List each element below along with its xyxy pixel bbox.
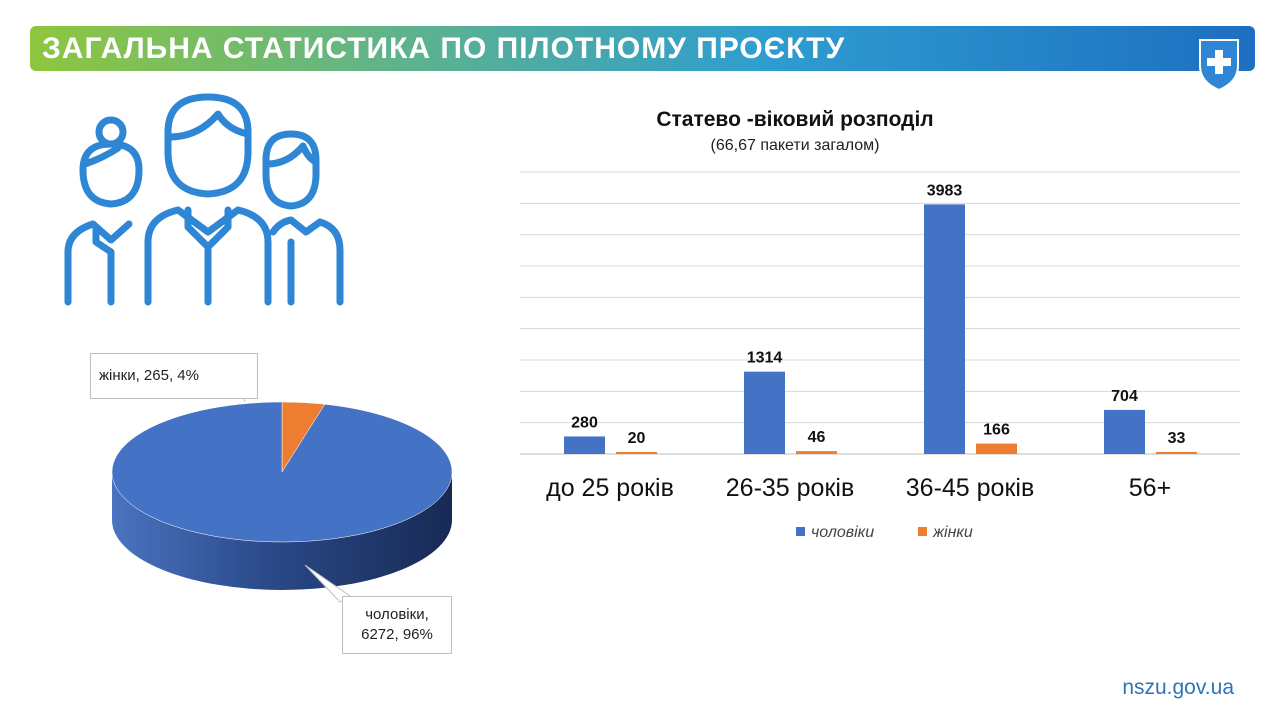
- legend-swatch-women: [918, 527, 927, 536]
- bar-chart-title: Статево -віковий розподіл: [656, 108, 934, 131]
- age-gender-bar-chart: 280 20 до 25 років 1314 46 26-35 років 3983 166…: [520, 171, 1240, 541]
- data-label-men: 3983: [927, 182, 963, 199]
- pie-label-men: чоловіки, 6272, 96%: [342, 596, 452, 654]
- bar-men: [1104, 409, 1145, 454]
- pie-slice-men: [111, 401, 453, 543]
- bar-men: [564, 436, 605, 454]
- data-label-men: 1314: [747, 350, 783, 367]
- data-label-women: 46: [808, 429, 826, 446]
- data-label-women: 166: [983, 422, 1010, 439]
- bar-women: [1156, 451, 1197, 454]
- bar-women: [616, 452, 657, 454]
- data-label-women: 20: [628, 430, 646, 447]
- bar-chart-subtitle: (66,67 пакети загалом): [710, 137, 880, 154]
- data-label-men: 704: [1111, 388, 1138, 405]
- pie-label-men-line1: чоловіки,: [365, 606, 429, 623]
- data-label-men: 280: [571, 414, 598, 431]
- legend-label-women: жінки: [932, 524, 973, 541]
- people-group-icon: [64, 93, 344, 306]
- page-title: ЗАГАЛЬНА СТАТИСТИКА ПО ПІЛОТНОМУ ПРОЄКТУ: [42, 32, 846, 65]
- bar-women: [796, 451, 837, 454]
- medical-cross-shield-icon: [1199, 39, 1239, 92]
- legend-swatch-men: [796, 527, 805, 536]
- pie-label-women: жінки, 265, 4%: [90, 353, 258, 399]
- title-banner: ЗАГАЛЬНА СТАТИСТИКА ПО ПІЛОТНОМУ ПРОЄКТУ: [30, 26, 1255, 71]
- category-label: до 25 років: [546, 474, 674, 502]
- legend-label-men: чоловіки: [811, 524, 874, 541]
- category-label: 26-35 років: [726, 474, 854, 502]
- pie-label-women-text: жінки, 265, 4%: [99, 367, 199, 384]
- category-label: 36-45 років: [906, 474, 1034, 502]
- bar-women: [976, 443, 1017, 454]
- bar-men: [924, 204, 965, 454]
- pie-label-men-line2: 6272, 96%: [361, 626, 433, 643]
- bar-men: [744, 371, 785, 454]
- pie-side-men: [112, 472, 452, 590]
- category-label: 56+: [1129, 474, 1171, 502]
- footer-url[interactable]: nszu.gov.ua: [1122, 676, 1234, 699]
- data-label-women: 33: [1168, 430, 1186, 447]
- gender-pie-chart: [111, 383, 453, 603]
